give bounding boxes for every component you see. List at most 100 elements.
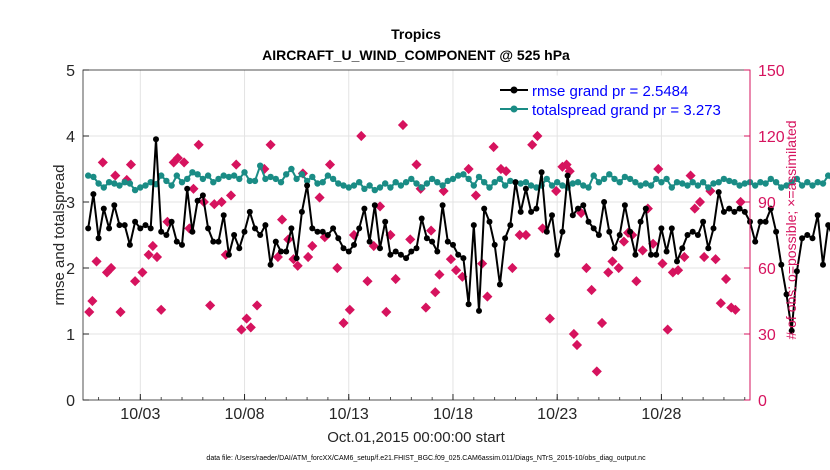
spread-point xyxy=(283,171,290,178)
spread-point xyxy=(116,182,123,189)
obs-count-marker xyxy=(362,276,373,287)
spread-point xyxy=(658,179,665,186)
spread-point xyxy=(491,179,498,186)
rmse-point xyxy=(179,241,185,248)
rmse-point xyxy=(231,232,238,238)
rmse-series xyxy=(85,136,830,334)
spread-point xyxy=(804,179,811,186)
rmse-point xyxy=(595,232,602,238)
rmse-point xyxy=(804,232,811,238)
spread-point xyxy=(772,179,780,186)
obs-count-marker xyxy=(685,170,696,181)
rmse-point xyxy=(397,251,404,258)
obs-count-marker xyxy=(527,139,538,150)
obs-count-marker xyxy=(482,291,493,302)
rmse-point xyxy=(481,205,488,212)
spread-point xyxy=(762,180,769,187)
x-tick-label: 10/28 xyxy=(641,406,681,423)
spread-point xyxy=(298,171,306,178)
obs-count-marker xyxy=(488,141,499,153)
obs-count-marker xyxy=(216,196,227,208)
spread-point xyxy=(825,172,830,179)
obs-count-marker xyxy=(151,251,163,263)
spread-point xyxy=(335,180,342,187)
obs-count-marker xyxy=(115,306,126,318)
obs-count-marker xyxy=(426,225,437,236)
rmse-point xyxy=(674,258,680,265)
obs-count-marker xyxy=(390,273,401,285)
rmse-point xyxy=(507,222,514,229)
obs-count-marker xyxy=(292,260,303,271)
y-tick-label-right: 30 xyxy=(758,327,776,344)
rmse-point xyxy=(491,241,498,248)
spread-point xyxy=(434,179,441,186)
spread-point xyxy=(715,179,722,186)
obs-count-marker xyxy=(332,262,343,274)
obs-count-marker xyxy=(265,139,276,150)
obs-count-marker xyxy=(451,265,462,276)
rmse-point xyxy=(132,218,139,225)
spread-point xyxy=(757,179,764,186)
spread-point xyxy=(554,179,561,186)
spread-point xyxy=(486,184,493,191)
rmse-point xyxy=(741,208,748,215)
obs-count-marker xyxy=(125,159,137,170)
obs-count-marker xyxy=(591,366,602,377)
rmse-point xyxy=(538,169,545,176)
rmse-point xyxy=(684,232,691,238)
rmse-point xyxy=(642,205,649,212)
spread-point xyxy=(158,172,165,179)
obs-count-marker xyxy=(84,306,95,318)
rmse-point xyxy=(121,222,128,229)
spread-point xyxy=(543,175,550,183)
obs-count-marker xyxy=(411,159,422,170)
legend-spread-label: totalspread grand pr = 3.273 xyxy=(532,102,721,119)
rmse-point xyxy=(351,241,357,248)
rmse-point xyxy=(799,235,806,242)
spread-point xyxy=(496,175,504,183)
spread-point xyxy=(449,175,457,183)
obs-count-marker xyxy=(143,249,154,260)
obs-count-marker xyxy=(720,273,732,285)
rmse-point xyxy=(736,205,743,212)
spread-point xyxy=(163,177,170,185)
spread-point xyxy=(559,182,566,189)
rmse-point xyxy=(106,225,113,232)
rmse-point xyxy=(559,228,566,235)
rmse-point xyxy=(564,172,571,179)
rmse-point xyxy=(663,248,670,255)
spread-point xyxy=(653,175,660,183)
rmse-point xyxy=(606,228,613,235)
spread-series xyxy=(85,162,830,194)
spread-point xyxy=(637,182,644,189)
spread-point xyxy=(783,182,790,189)
spread-point xyxy=(590,172,597,179)
spread-point xyxy=(778,184,785,191)
rmse-point xyxy=(283,248,290,255)
spread-point xyxy=(418,184,425,191)
rmse-point xyxy=(575,205,581,212)
rmse-point xyxy=(590,225,597,232)
rmse-point xyxy=(460,255,467,262)
obs-count-marker xyxy=(445,254,456,265)
rmse-point xyxy=(621,202,628,209)
spread-point xyxy=(522,179,530,186)
obs-count-marker xyxy=(405,234,416,245)
spread-point xyxy=(501,182,509,189)
x-tick-label: 10/13 xyxy=(329,406,369,423)
rmse-point xyxy=(189,228,196,235)
rmse-point xyxy=(116,222,123,229)
rmse-point xyxy=(825,222,830,229)
spread-point xyxy=(371,186,378,194)
spread-point xyxy=(257,162,264,169)
rmse-point xyxy=(731,208,738,215)
rmse-point xyxy=(533,205,540,212)
spread-point xyxy=(517,180,524,187)
rmse-point xyxy=(298,208,305,215)
spread-point xyxy=(606,171,613,178)
obs-count-marker xyxy=(179,157,190,168)
y-tick-label-right: 90 xyxy=(758,195,776,212)
obs-count-marker xyxy=(420,302,431,313)
spread-point xyxy=(569,180,576,187)
rmse-point xyxy=(403,255,410,262)
